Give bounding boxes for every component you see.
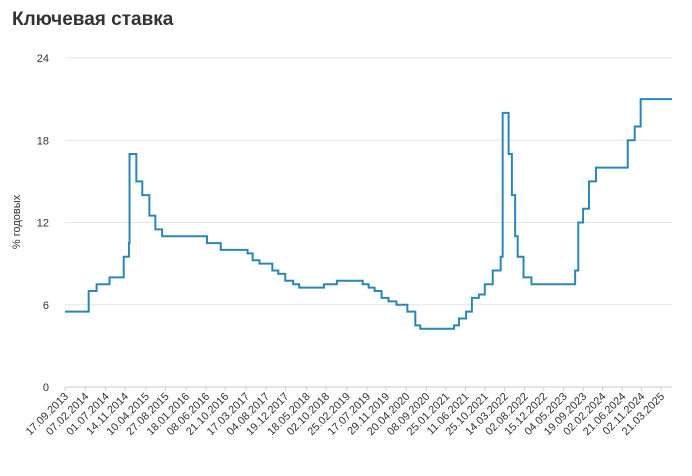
y-tick-label: 0 (43, 382, 49, 394)
y-tick-label: 6 (43, 300, 49, 312)
y-tick-label: 24 (37, 53, 49, 65)
rate-line (65, 98, 672, 330)
y-tick-label: 12 (37, 218, 49, 230)
y-tick-label: 18 (37, 135, 49, 147)
chart-title: Ключевая ставка (12, 9, 174, 30)
y-axis-label: % годовых (11, 194, 23, 249)
